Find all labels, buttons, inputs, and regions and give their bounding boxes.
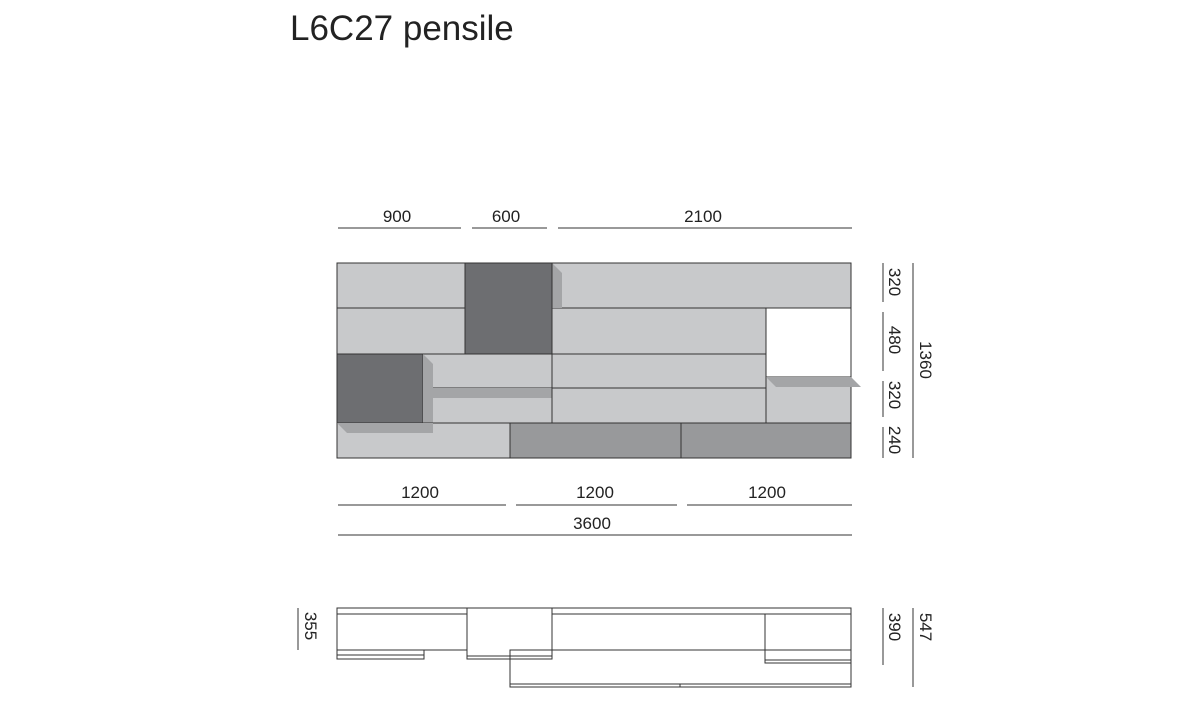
panel — [336, 654, 425, 660]
panel — [764, 659, 852, 664]
dim-label: 547 — [916, 613, 935, 641]
dim-label: 355 — [301, 612, 320, 640]
panel — [552, 263, 562, 308]
panel — [422, 353, 553, 389]
title: L6C27 pensile — [290, 9, 514, 48]
panel — [336, 262, 466, 309]
panel — [336, 613, 468, 651]
dim-label: 390 — [885, 613, 904, 641]
panel — [336, 307, 466, 355]
top-view — [336, 607, 852, 688]
panel — [509, 649, 852, 685]
panel — [551, 387, 767, 424]
panel — [336, 649, 425, 656]
dim-label: 320 — [885, 268, 904, 296]
panel — [764, 613, 852, 661]
panel — [680, 422, 852, 459]
panel — [466, 607, 553, 657]
dim-label: 480 — [885, 326, 904, 354]
dim-label: 2100 — [684, 207, 722, 226]
dim-label: 1200 — [576, 483, 614, 502]
panel — [551, 353, 767, 389]
panel — [766, 377, 861, 387]
panel — [551, 613, 766, 651]
panel — [551, 307, 767, 355]
panel — [509, 422, 682, 459]
dim-label: 240 — [885, 426, 904, 454]
dim-label: 320 — [885, 381, 904, 409]
panel — [336, 607, 468, 615]
dim-label: 900 — [383, 207, 411, 226]
panel — [551, 262, 852, 309]
dim-label: 3600 — [573, 514, 611, 533]
front-view — [336, 262, 861, 459]
panel — [464, 262, 553, 355]
panel — [336, 353, 424, 424]
dim-label: 1200 — [748, 483, 786, 502]
dim-label: 1360 — [916, 341, 935, 379]
panel — [551, 607, 852, 615]
dim-label: 1200 — [401, 483, 439, 502]
panel — [337, 423, 433, 433]
panel — [423, 388, 562, 398]
panel — [765, 307, 852, 378]
dim-label: 600 — [492, 207, 520, 226]
